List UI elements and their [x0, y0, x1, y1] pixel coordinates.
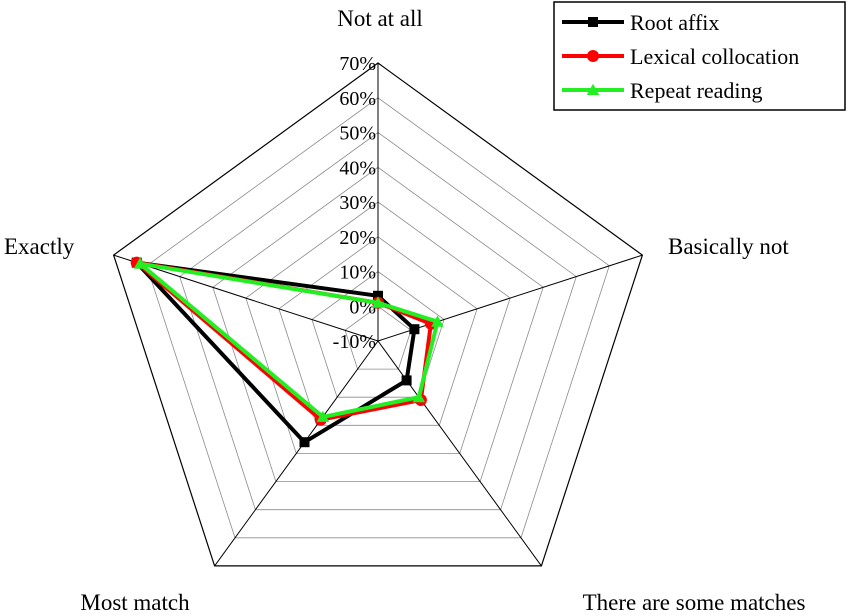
- radial-tick-label: 10%: [339, 262, 376, 284]
- data-point: [409, 324, 420, 335]
- radial-tick-label: -10%: [333, 331, 376, 353]
- grid-ring: [278, 236, 478, 426]
- data-point: [299, 437, 310, 448]
- data-point: [431, 315, 444, 327]
- legend: Root affix Lexical collocation Repeat read…: [553, 1, 846, 111]
- data-point: [588, 17, 598, 27]
- radial-tick-label: 50%: [339, 123, 376, 145]
- radar-spoke: [377, 254, 643, 342]
- data-point: [401, 375, 412, 386]
- legend-label: Repeat reading: [630, 78, 763, 103]
- radial-tick-label: 60%: [339, 88, 376, 110]
- series-line: [138, 261, 440, 419]
- radial-tick-label: 40%: [339, 157, 376, 179]
- legend-item-root-affix: Root affix: [562, 10, 719, 35]
- grid-ring: [179, 132, 577, 511]
- legend-label: Root affix: [630, 10, 719, 35]
- category-labels: Not at all Basically not There are some …: [4, 6, 805, 615]
- radar-spoke: [113, 254, 379, 342]
- radial-tick-labels: 70%60%50%40%30%20%10%0%-10%: [333, 53, 376, 353]
- series-repeat-reading: [133, 257, 444, 422]
- grid-ring: [344, 305, 412, 370]
- radar-grid: [112, 62, 644, 567]
- radial-tick-label: 20%: [339, 227, 376, 249]
- legend-item-repeat-reading: Repeat reading: [562, 78, 763, 103]
- category-label-not-at-all: Not at all: [337, 6, 423, 31]
- data-point: [587, 50, 599, 62]
- data-point: [133, 257, 147, 269]
- radial-tick-label: 70%: [339, 53, 376, 75]
- data-point: [412, 391, 426, 403]
- category-label-most-match: Most match: [80, 590, 190, 615]
- category-label-exactly: Exactly: [4, 234, 75, 259]
- radial-tick-label: 30%: [339, 192, 376, 214]
- data-point: [371, 296, 385, 308]
- category-label-there-are-some-matches: There are some matches: [583, 590, 806, 615]
- grid-ring: [212, 166, 544, 483]
- category-label-basically-not: Basically not: [668, 234, 789, 259]
- legend-item-lexical-collocation: Lexical collocation: [562, 44, 799, 69]
- legend-label: Lexical collocation: [630, 44, 799, 69]
- grid-ring: [112, 62, 644, 567]
- grid-ring: [146, 97, 610, 539]
- data-point: [586, 83, 600, 95]
- series-layer: [130, 256, 444, 448]
- radar-spoke: [214, 340, 379, 567]
- data-point: [373, 290, 383, 301]
- data-point: [316, 410, 330, 422]
